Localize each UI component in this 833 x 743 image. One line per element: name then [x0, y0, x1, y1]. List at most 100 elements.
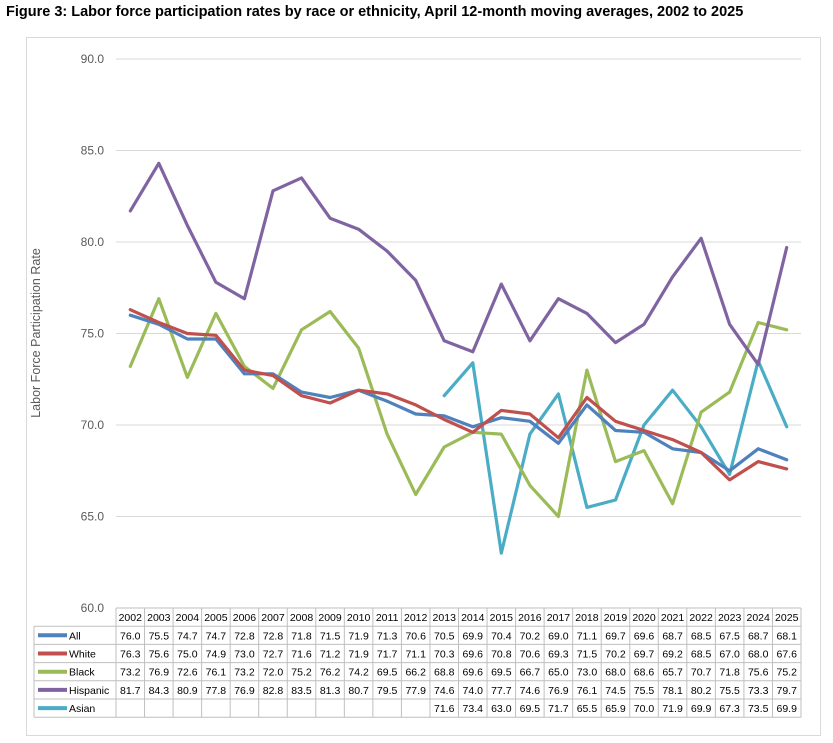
x-tick-label: 2020	[632, 612, 656, 624]
table-cell: 69.7	[605, 630, 626, 642]
legend-label: Hispanic	[69, 685, 109, 697]
y-tick-label: 85.0	[81, 144, 105, 158]
x-tick-label: 2019	[604, 612, 628, 624]
y-axis-label: Labor Force Participation Rate	[29, 248, 43, 418]
x-tick-label: 2009	[318, 612, 342, 624]
x-tick-label: 2006	[233, 612, 257, 624]
table-cell: 75.2	[777, 667, 798, 679]
table-cell: 76.1	[206, 667, 227, 679]
table-cell: 76.1	[577, 685, 598, 697]
table-cell: 71.2	[320, 649, 341, 661]
table-cell: 73.3	[748, 685, 769, 697]
x-tick-label: 2010	[347, 612, 371, 624]
table-cell: 71.9	[348, 630, 369, 642]
table-cell: 80.2	[691, 685, 712, 697]
x-tick-label: 2023	[718, 612, 742, 624]
table-cell: 69.9	[463, 630, 484, 642]
table-cell: 81.3	[320, 685, 341, 697]
x-tick-label: 2002	[119, 612, 143, 624]
table-cell: 70.5	[434, 630, 455, 642]
series-line-asian	[442, 359, 789, 555]
table-cell: 70.8	[491, 649, 512, 661]
table-cell: 82.8	[263, 685, 284, 697]
table-cell: 75.5	[634, 685, 655, 697]
table-cell: 77.9	[405, 685, 426, 697]
table-cell: 66.7	[520, 667, 541, 679]
table-cell: 72.8	[234, 630, 255, 642]
table-cell: 83.5	[291, 685, 312, 697]
table-cell: 70.7	[691, 667, 712, 679]
table-cell: 73.0	[234, 649, 255, 661]
table-cell: 68.5	[691, 649, 712, 661]
table-cell: 76.0	[120, 630, 141, 642]
table-cell: 65.9	[605, 703, 626, 715]
table-cell: 71.9	[348, 649, 369, 661]
y-tick-label: 80.0	[81, 235, 105, 249]
x-tick-label: 2013	[433, 612, 457, 624]
table-cell: 67.0	[719, 649, 740, 661]
table-cell: 63.0	[491, 703, 512, 715]
x-tick-label: 2005	[204, 612, 228, 624]
table-cell: 75.0	[177, 649, 198, 661]
legend-label: All	[69, 630, 81, 642]
table-cell: 71.5	[320, 630, 341, 642]
table-cell: 69.5	[377, 667, 398, 679]
table-cell: 76.9	[149, 667, 170, 679]
table-cell: 84.3	[149, 685, 170, 697]
table-cell: 68.7	[662, 630, 683, 642]
table-cell: 68.0	[605, 667, 626, 679]
table-cell: 72.7	[263, 649, 284, 661]
table-cell: 66.2	[405, 667, 426, 679]
table-cell: 69.5	[520, 703, 541, 715]
table-cell: 71.8	[291, 630, 312, 642]
table-cell: 67.3	[719, 703, 740, 715]
table-cell: 71.7	[377, 649, 398, 661]
table-cell: 80.9	[177, 685, 198, 697]
table-cell: 73.0	[577, 667, 598, 679]
table-cell: 71.5	[577, 649, 598, 661]
x-tick-label: 2018	[575, 612, 599, 624]
table-cell: 74.6	[434, 685, 455, 697]
table-cell: 79.5	[377, 685, 398, 697]
table-cell: 78.1	[662, 685, 683, 697]
table-cell: 75.2	[291, 667, 312, 679]
table-cell: 73.5	[748, 703, 769, 715]
table-cell: 76.9	[234, 685, 255, 697]
table-cell: 76.3	[120, 649, 141, 661]
chart-frame	[26, 37, 821, 736]
table-cell: 69.3	[548, 649, 569, 661]
table-cell: 72.6	[177, 667, 198, 679]
x-tick-label: 2024	[747, 612, 771, 624]
table-cell: 71.8	[719, 667, 740, 679]
table-cell: 65.5	[577, 703, 598, 715]
table-cell: 74.6	[520, 685, 541, 697]
table-cell: 65.7	[662, 667, 683, 679]
table-cell: 72.0	[263, 667, 284, 679]
series-lines	[128, 161, 789, 555]
table-cell: 73.4	[463, 703, 484, 715]
table-cell: 77.8	[206, 685, 227, 697]
table-cell: 70.0	[634, 703, 655, 715]
y-axis: 60.0 65.0 70.0 75.0 80.0 85.0 90.0	[81, 52, 105, 615]
table-cell: 74.7	[206, 630, 227, 642]
x-tick-label: 2011	[376, 612, 399, 624]
table-cell: 69.2	[662, 649, 683, 661]
table-cell: 76.2	[320, 667, 341, 679]
table-cell: 74.5	[605, 685, 626, 697]
table-cell: 69.6	[463, 667, 484, 679]
table-cell: 70.6	[520, 649, 541, 661]
table-cell: 71.9	[662, 703, 683, 715]
x-tick-label: 2025	[775, 612, 799, 624]
table-cell: 69.0	[548, 630, 569, 642]
x-tick-label: 2022	[689, 612, 713, 624]
x-tick-label: 2015	[490, 612, 514, 624]
table-cell: 68.5	[691, 630, 712, 642]
table-cell: 76.9	[548, 685, 569, 697]
y-tick-label: 65.0	[81, 510, 105, 524]
table-cell: 68.1	[777, 630, 798, 642]
table-cell: 75.6	[149, 649, 170, 661]
series-line-black	[128, 297, 789, 519]
table-cell: 70.2	[605, 649, 626, 661]
table-cell: 70.4	[491, 630, 512, 642]
